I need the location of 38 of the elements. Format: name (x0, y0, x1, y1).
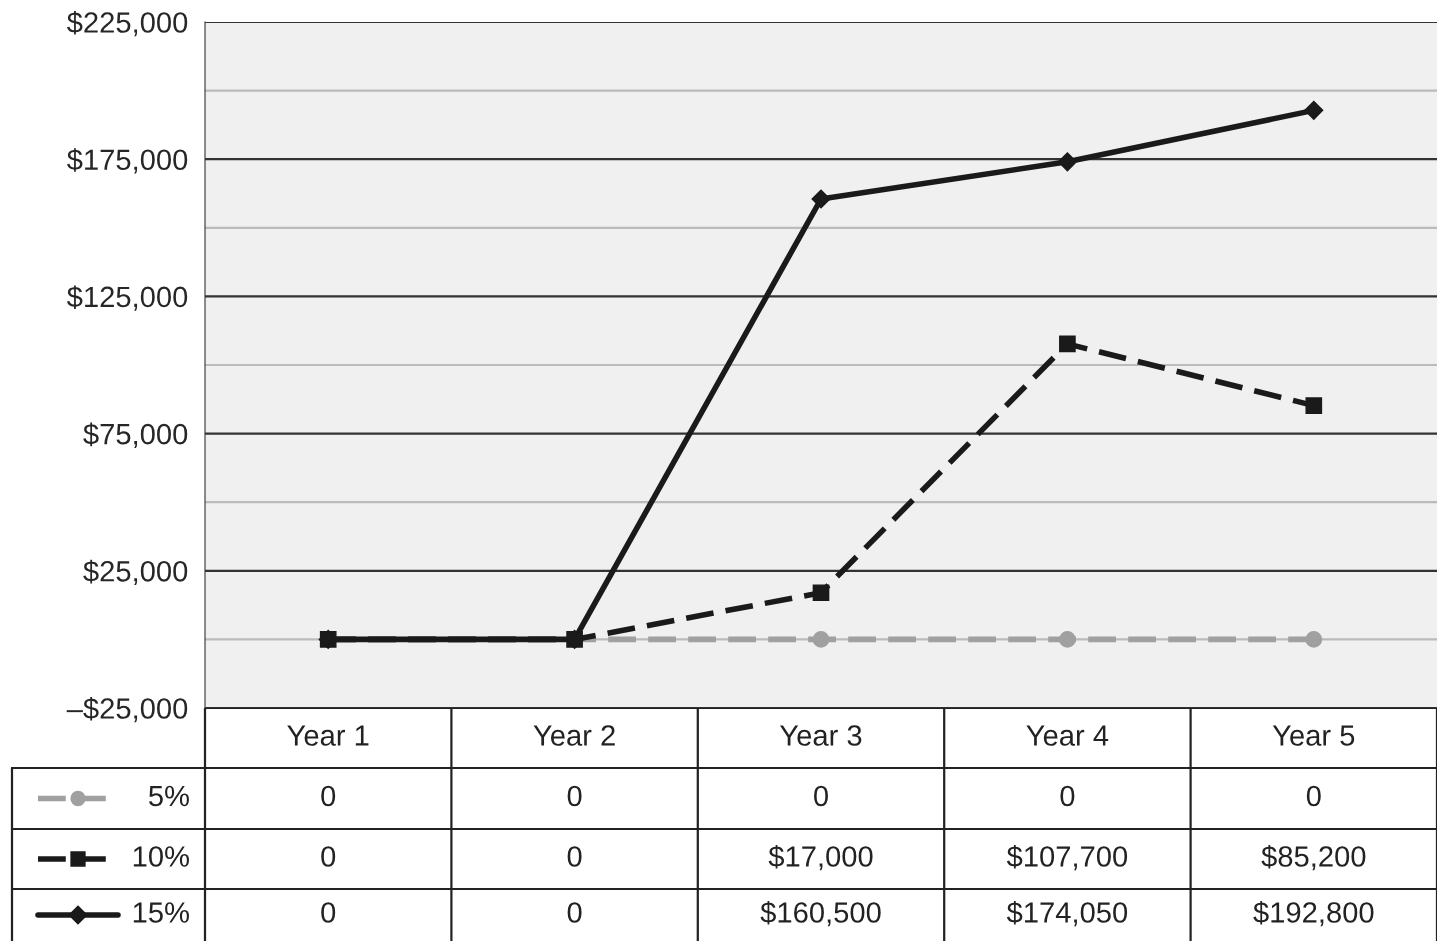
y-tick-label: –$25,000 (66, 696, 188, 723)
point (1304, 100, 1324, 120)
legend-label: 5% (149, 785, 189, 807)
x-tick-label: Year 1 (287, 725, 369, 746)
point (812, 584, 830, 602)
data-label: 0 (567, 902, 582, 923)
x-tick-label: Year 5 (1272, 725, 1355, 746)
data-label: 0 (814, 785, 828, 807)
point (811, 189, 831, 209)
data-label: $192,800 (1253, 900, 1374, 927)
data-label: 0 (1060, 785, 1075, 807)
y-tick-label: $225,000 (67, 10, 188, 37)
data-label: 0 (567, 846, 582, 867)
data-label: $85,200 (1261, 844, 1366, 871)
x-tick-label: Year 3 (780, 725, 862, 746)
point (1305, 397, 1323, 414)
legend-label: 15% (133, 902, 189, 923)
point (1059, 335, 1076, 353)
data-label: 0 (321, 902, 336, 923)
y-tick-label: $25,000 (83, 559, 188, 586)
point (1305, 631, 1323, 648)
data-label: 0 (321, 785, 336, 807)
data-label: $107,700 (1006, 844, 1128, 871)
x-tick-label: Year 2 (533, 725, 615, 746)
point (812, 631, 830, 648)
point (1059, 631, 1076, 648)
data-label: $174,050 (1006, 900, 1128, 927)
y-tick-label: $125,000 (67, 285, 188, 311)
y-tick-label: $175,000 (67, 148, 188, 174)
data-label: $17,000 (768, 844, 873, 871)
data-label: 0 (567, 785, 582, 807)
point (1057, 152, 1077, 172)
data-label: 0 (321, 846, 336, 867)
data-label: $160,500 (760, 900, 881, 927)
data-label: 0 (1306, 785, 1321, 807)
y-tick-label: $75,000 (83, 422, 188, 448)
x-tick-label: Year 4 (1026, 725, 1109, 746)
legend-label: 10% (133, 846, 189, 867)
